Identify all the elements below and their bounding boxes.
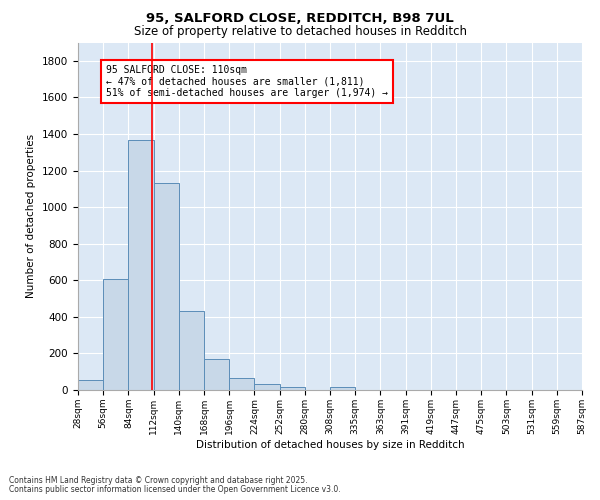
Bar: [78, 380, 103, 390]
Bar: [330, 388, 355, 390]
Y-axis label: Number of detached properties: Number of detached properties: [26, 134, 37, 298]
Bar: [254, 384, 280, 390]
Bar: [154, 184, 179, 390]
Bar: [280, 388, 305, 390]
Bar: [204, 359, 229, 390]
Text: 95, SALFORD CLOSE, REDDITCH, B98 7UL: 95, SALFORD CLOSE, REDDITCH, B98 7UL: [146, 12, 454, 26]
Bar: [229, 378, 254, 390]
X-axis label: Distribution of detached houses by size in Redditch: Distribution of detached houses by size …: [196, 440, 464, 450]
Text: Contains HM Land Registry data © Crown copyright and database right 2025.: Contains HM Land Registry data © Crown c…: [9, 476, 308, 485]
Bar: [103, 280, 128, 390]
Text: Size of property relative to detached houses in Redditch: Size of property relative to detached ho…: [133, 25, 467, 38]
Bar: [128, 140, 154, 390]
Bar: [179, 312, 204, 390]
Text: Contains public sector information licensed under the Open Government Licence v3: Contains public sector information licen…: [9, 485, 341, 494]
Text: 95 SALFORD CLOSE: 110sqm
← 47% of detached houses are smaller (1,811)
51% of sem: 95 SALFORD CLOSE: 110sqm ← 47% of detach…: [106, 65, 388, 98]
